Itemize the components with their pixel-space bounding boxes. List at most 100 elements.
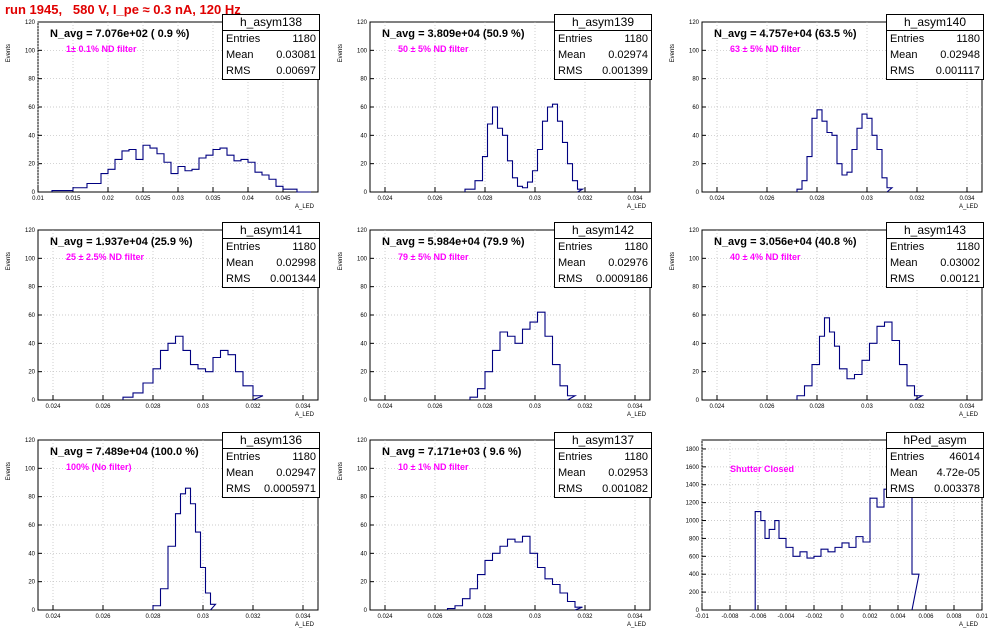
stats-value: 46014 <box>949 451 980 463</box>
histogram-bin <box>560 386 568 400</box>
histogram-bin <box>206 593 211 610</box>
histogram-bin <box>548 107 553 192</box>
histogram-bin <box>847 172 852 192</box>
histogram-bin <box>248 162 255 192</box>
stats-key: RMS <box>558 65 583 77</box>
y-axis-label: Events <box>338 462 344 480</box>
histogram-bin <box>543 121 548 192</box>
histogram-bin <box>862 114 867 192</box>
histogram-bin <box>842 175 847 192</box>
stats-key: RMS <box>226 273 251 285</box>
histogram-bin <box>243 386 253 400</box>
stats-row-mean: Mean 0.02948 <box>887 47 983 63</box>
histogram-bin <box>553 104 558 192</box>
histogram-bin <box>213 358 221 401</box>
stats-value: 0.03081 <box>276 49 316 61</box>
histogram-bin <box>115 159 122 192</box>
y-tick-label: 80 <box>28 495 35 501</box>
histogram-bin <box>176 514 181 610</box>
histogram-bin <box>805 386 813 400</box>
histogram-bin <box>891 480 898 610</box>
histogram-bin <box>241 159 248 192</box>
y-tick-label: 60 <box>28 523 35 529</box>
stats-row-rms: RMS 0.001344 <box>223 271 319 287</box>
stats-box: h_asym136 Entries 1180 Mean 0.02947 RMS 0.0005… <box>222 432 320 498</box>
y-tick-label: 100 <box>25 256 36 262</box>
histogram-bin <box>840 369 848 400</box>
y-tick-label: 0 <box>32 398 36 404</box>
histogram-bin <box>508 336 516 400</box>
histogram-bin <box>870 498 877 610</box>
stats-value: 0.001344 <box>270 273 316 285</box>
stats-key: Mean <box>226 257 254 269</box>
y-tick-label: 40 <box>28 341 35 347</box>
histogram-bin <box>817 110 822 192</box>
x-axis-label: A_LED <box>295 412 315 418</box>
histogram-panel-h_asym136: 0 20 40 60 80 100 120 0.024 0.026 0.028 0.03 0.032 0… <box>0 430 328 630</box>
x-axis-label: A_LED <box>627 412 647 418</box>
y-tick-label: 0 <box>364 608 368 614</box>
x-tick-label: 0.034 <box>295 614 311 620</box>
histogram-bin <box>178 167 185 193</box>
y-tick-label: 60 <box>28 313 35 319</box>
stats-key: RMS <box>558 273 583 285</box>
y-tick-label: 60 <box>360 523 367 529</box>
histogram-bin <box>206 372 214 400</box>
histogram-bin <box>877 507 884 610</box>
y-tick-label: 40 <box>692 133 699 139</box>
histogram-bin <box>157 154 164 192</box>
histogram-bin <box>199 158 206 192</box>
stats-key: Entries <box>890 241 925 253</box>
histogram-bin <box>143 145 150 192</box>
x-tick-label: 0.006 <box>918 614 934 620</box>
histogram-bin <box>206 155 213 192</box>
stats-box-title: h_asym140 <box>887 15 983 31</box>
histogram-bin <box>508 161 513 192</box>
stats-row-rms: RMS 0.001399 <box>555 63 651 79</box>
histogram-plot: 0 20 40 60 80 100 120 0.024 0.026 0.028 0.03 0.032 0… <box>670 228 983 418</box>
y-tick-label: 100 <box>357 48 368 54</box>
x-tick-label: 0.026 <box>427 404 443 410</box>
x-tick-label: 0.015 <box>65 196 81 202</box>
x-tick-label: 0.045 <box>275 196 291 202</box>
histogram-plot: 0 20 40 60 80 100 120 0.024 0.026 0.028 0.03 0.032 0… <box>338 228 651 418</box>
stats-row-entries: Entries 1180 <box>223 449 319 465</box>
y-tick-label: 0 <box>364 398 368 404</box>
histogram-bin <box>161 350 169 400</box>
y-tick-label: 120 <box>689 20 700 26</box>
stats-box-title: h_asym136 <box>223 433 319 449</box>
histogram-bin <box>573 181 578 192</box>
stats-row-rms: RMS 0.00697 <box>223 63 319 79</box>
stats-key: Entries <box>226 33 261 45</box>
histogram-bin <box>483 157 488 192</box>
x-tick-label: 0.032 <box>577 614 593 620</box>
stats-row-entries: Entries 1180 <box>223 31 319 47</box>
histogram-bin <box>262 175 269 192</box>
x-tick-label: 0.028 <box>477 614 493 620</box>
y-tick-label: 120 <box>25 228 36 234</box>
x-tick-label: 0.024 <box>377 614 393 620</box>
histogram-bin <box>161 589 169 610</box>
histogram-bin <box>192 169 199 192</box>
stats-box: h_asym139 Entries 1180 Mean 0.02974 RMS 0.0013… <box>554 14 652 80</box>
x-tick-label: 0.028 <box>145 404 161 410</box>
x-tick-label: -0.01 <box>695 614 709 620</box>
x-tick-label: 0.024 <box>45 614 61 620</box>
stats-key: Mean <box>558 49 586 61</box>
histogram-bin <box>455 606 463 610</box>
histogram-bin <box>825 318 830 400</box>
histogram-bin <box>463 599 471 610</box>
y-tick-label: 120 <box>689 228 700 234</box>
x-tick-label: 0.032 <box>909 404 925 410</box>
x-tick-label: 0.008 <box>946 614 962 620</box>
x-tick-label: 0.028 <box>145 614 161 620</box>
x-tick-label: 0.026 <box>95 614 111 620</box>
y-tick-label: 200 <box>689 590 700 596</box>
y-tick-label: 400 <box>689 572 700 578</box>
navg-label: N_avg = 1.937e+04 (25.9 %) <box>50 236 193 248</box>
histogram-bin <box>269 179 276 192</box>
navg-label: N_avg = 4.757e+04 (63.5 %) <box>714 28 857 40</box>
stats-row-mean: Mean 0.02947 <box>223 465 319 481</box>
histogram-bin <box>191 365 199 400</box>
stats-value: 0.02974 <box>608 49 648 61</box>
